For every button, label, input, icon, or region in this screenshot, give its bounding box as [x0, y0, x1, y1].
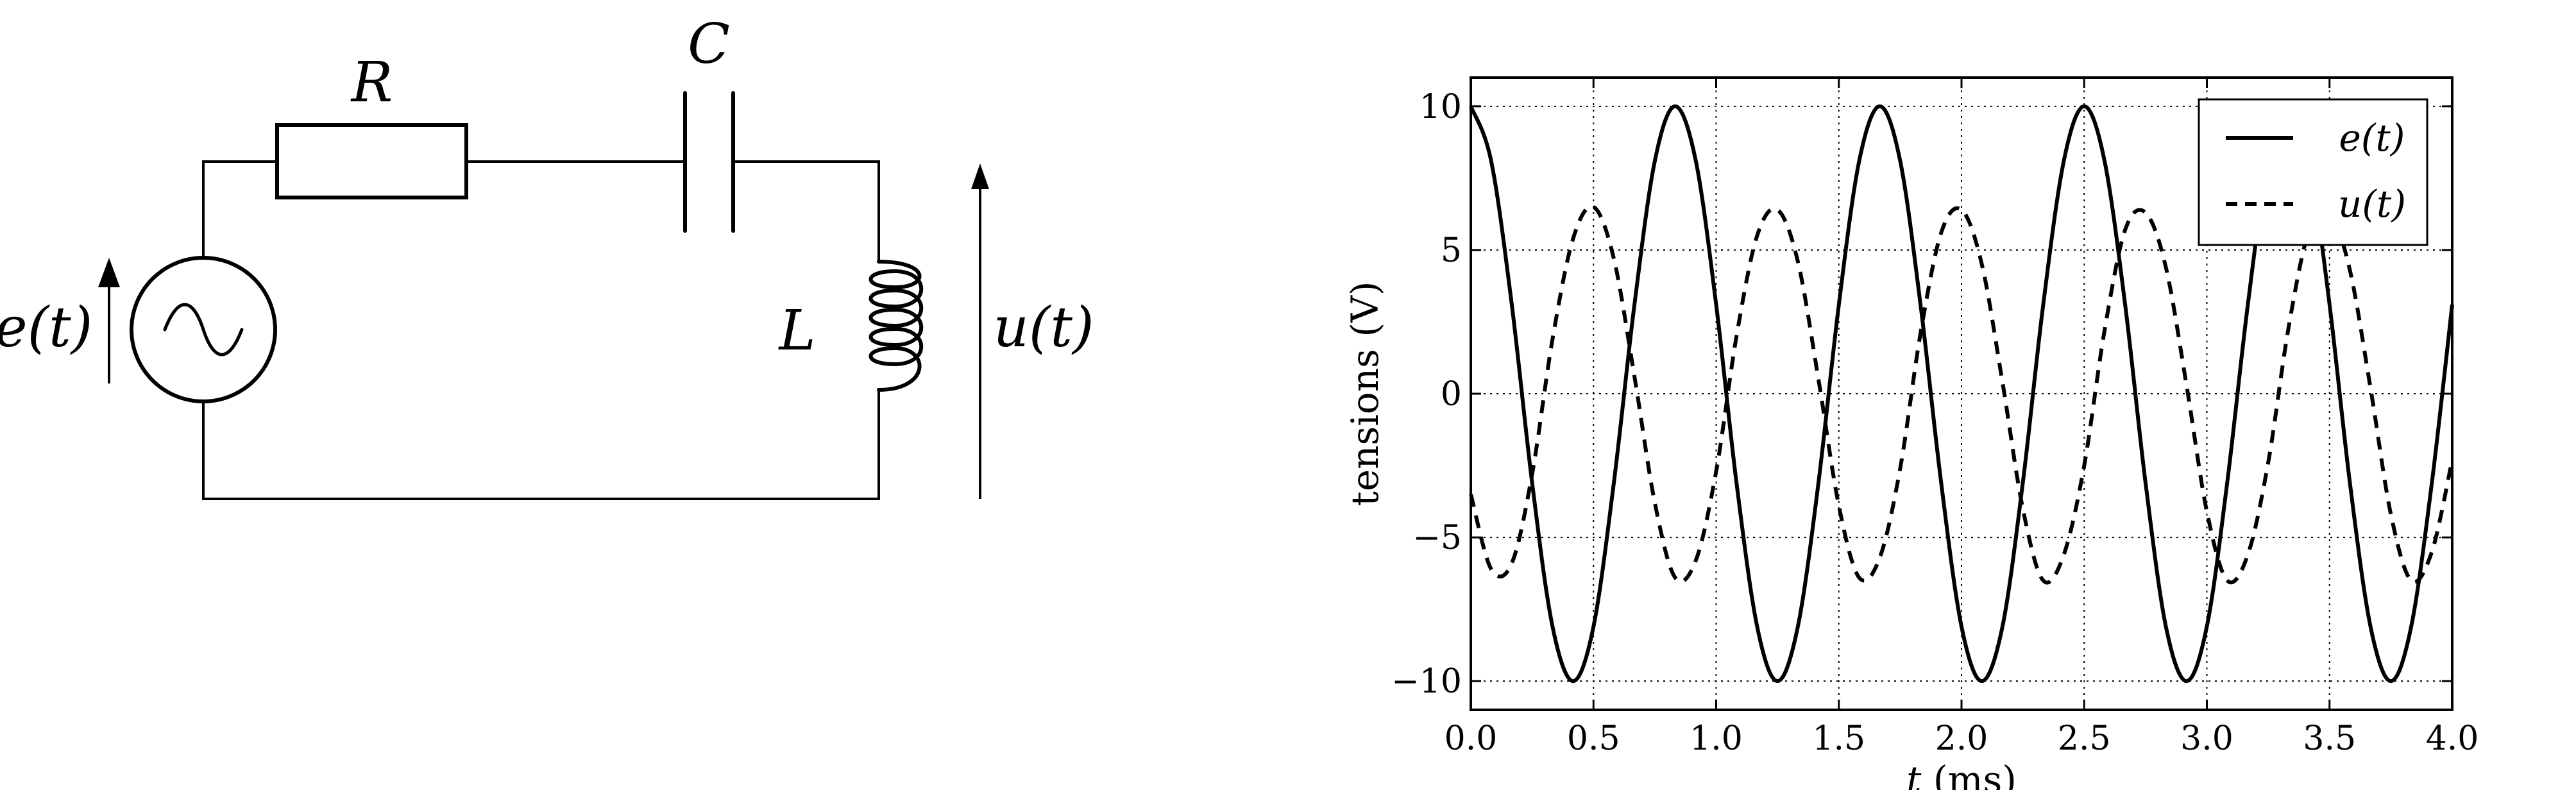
- ac-source: [130, 256, 277, 403]
- x-tick-label: 1.5: [1812, 719, 1865, 758]
- ac-source-icon: [163, 303, 244, 357]
- x-tick-label: 3.0: [2180, 719, 2233, 758]
- capacitor-label: C: [688, 12, 730, 76]
- chart-legend: e(t) u(t): [2198, 98, 2428, 246]
- wire-c-to-l: [732, 160, 880, 263]
- x-tick-label: 3.5: [2303, 719, 2356, 758]
- x-tick-label: 0.0: [1445, 719, 1498, 758]
- x-axis-label: t (ms): [1906, 758, 2017, 790]
- output-voltage-arrow: [971, 164, 989, 499]
- legend-label-u: u(t): [2338, 182, 2406, 226]
- output-voltage-label: u(t): [993, 296, 1094, 360]
- x-tick-label: 2.5: [2058, 719, 2111, 758]
- y-tick-label: 5: [1441, 231, 1462, 270]
- wire-bottom: [202, 389, 880, 500]
- legend-box: [2198, 98, 2428, 246]
- x-tick-label: 0.5: [1567, 719, 1620, 758]
- series-line-u: [1469, 204, 2454, 585]
- chart-ticks: 0.0 0.5 1.0 1.5 2.0 2.5 3.0 3.5 4.0 10 5 0 −5 −10: [1391, 78, 2479, 758]
- resistor: [275, 123, 468, 199]
- resistor-label: R: [350, 51, 393, 115]
- y-tick-label: −5: [1412, 519, 1462, 557]
- y-tick-label: −10: [1391, 662, 1462, 701]
- rlc-circuit: [130, 91, 924, 500]
- inductor-coil: [869, 260, 924, 392]
- x-tick-label: 1.0: [1690, 719, 1743, 758]
- x-tick-label: 4.0: [2426, 719, 2479, 758]
- voltage-chart: 0.0 0.5 1.0 1.5 2.0 2.5 3.0 3.5 4.0 10 5 0 −5 −10 ten…: [1343, 76, 2479, 790]
- y-tick-label: 10: [1419, 88, 1462, 126]
- legend-label-e: e(t): [2339, 116, 2405, 160]
- inductor-label: L: [777, 299, 815, 363]
- y-tick-label: 0: [1441, 375, 1462, 414]
- y-axis-label: tensions (V): [1343, 282, 1387, 507]
- source-voltage-label: e(t): [0, 296, 92, 360]
- x-tick-label: 2.0: [1935, 719, 1988, 758]
- source-voltage-arrow: [98, 258, 120, 383]
- wire-left-top: [202, 160, 278, 258]
